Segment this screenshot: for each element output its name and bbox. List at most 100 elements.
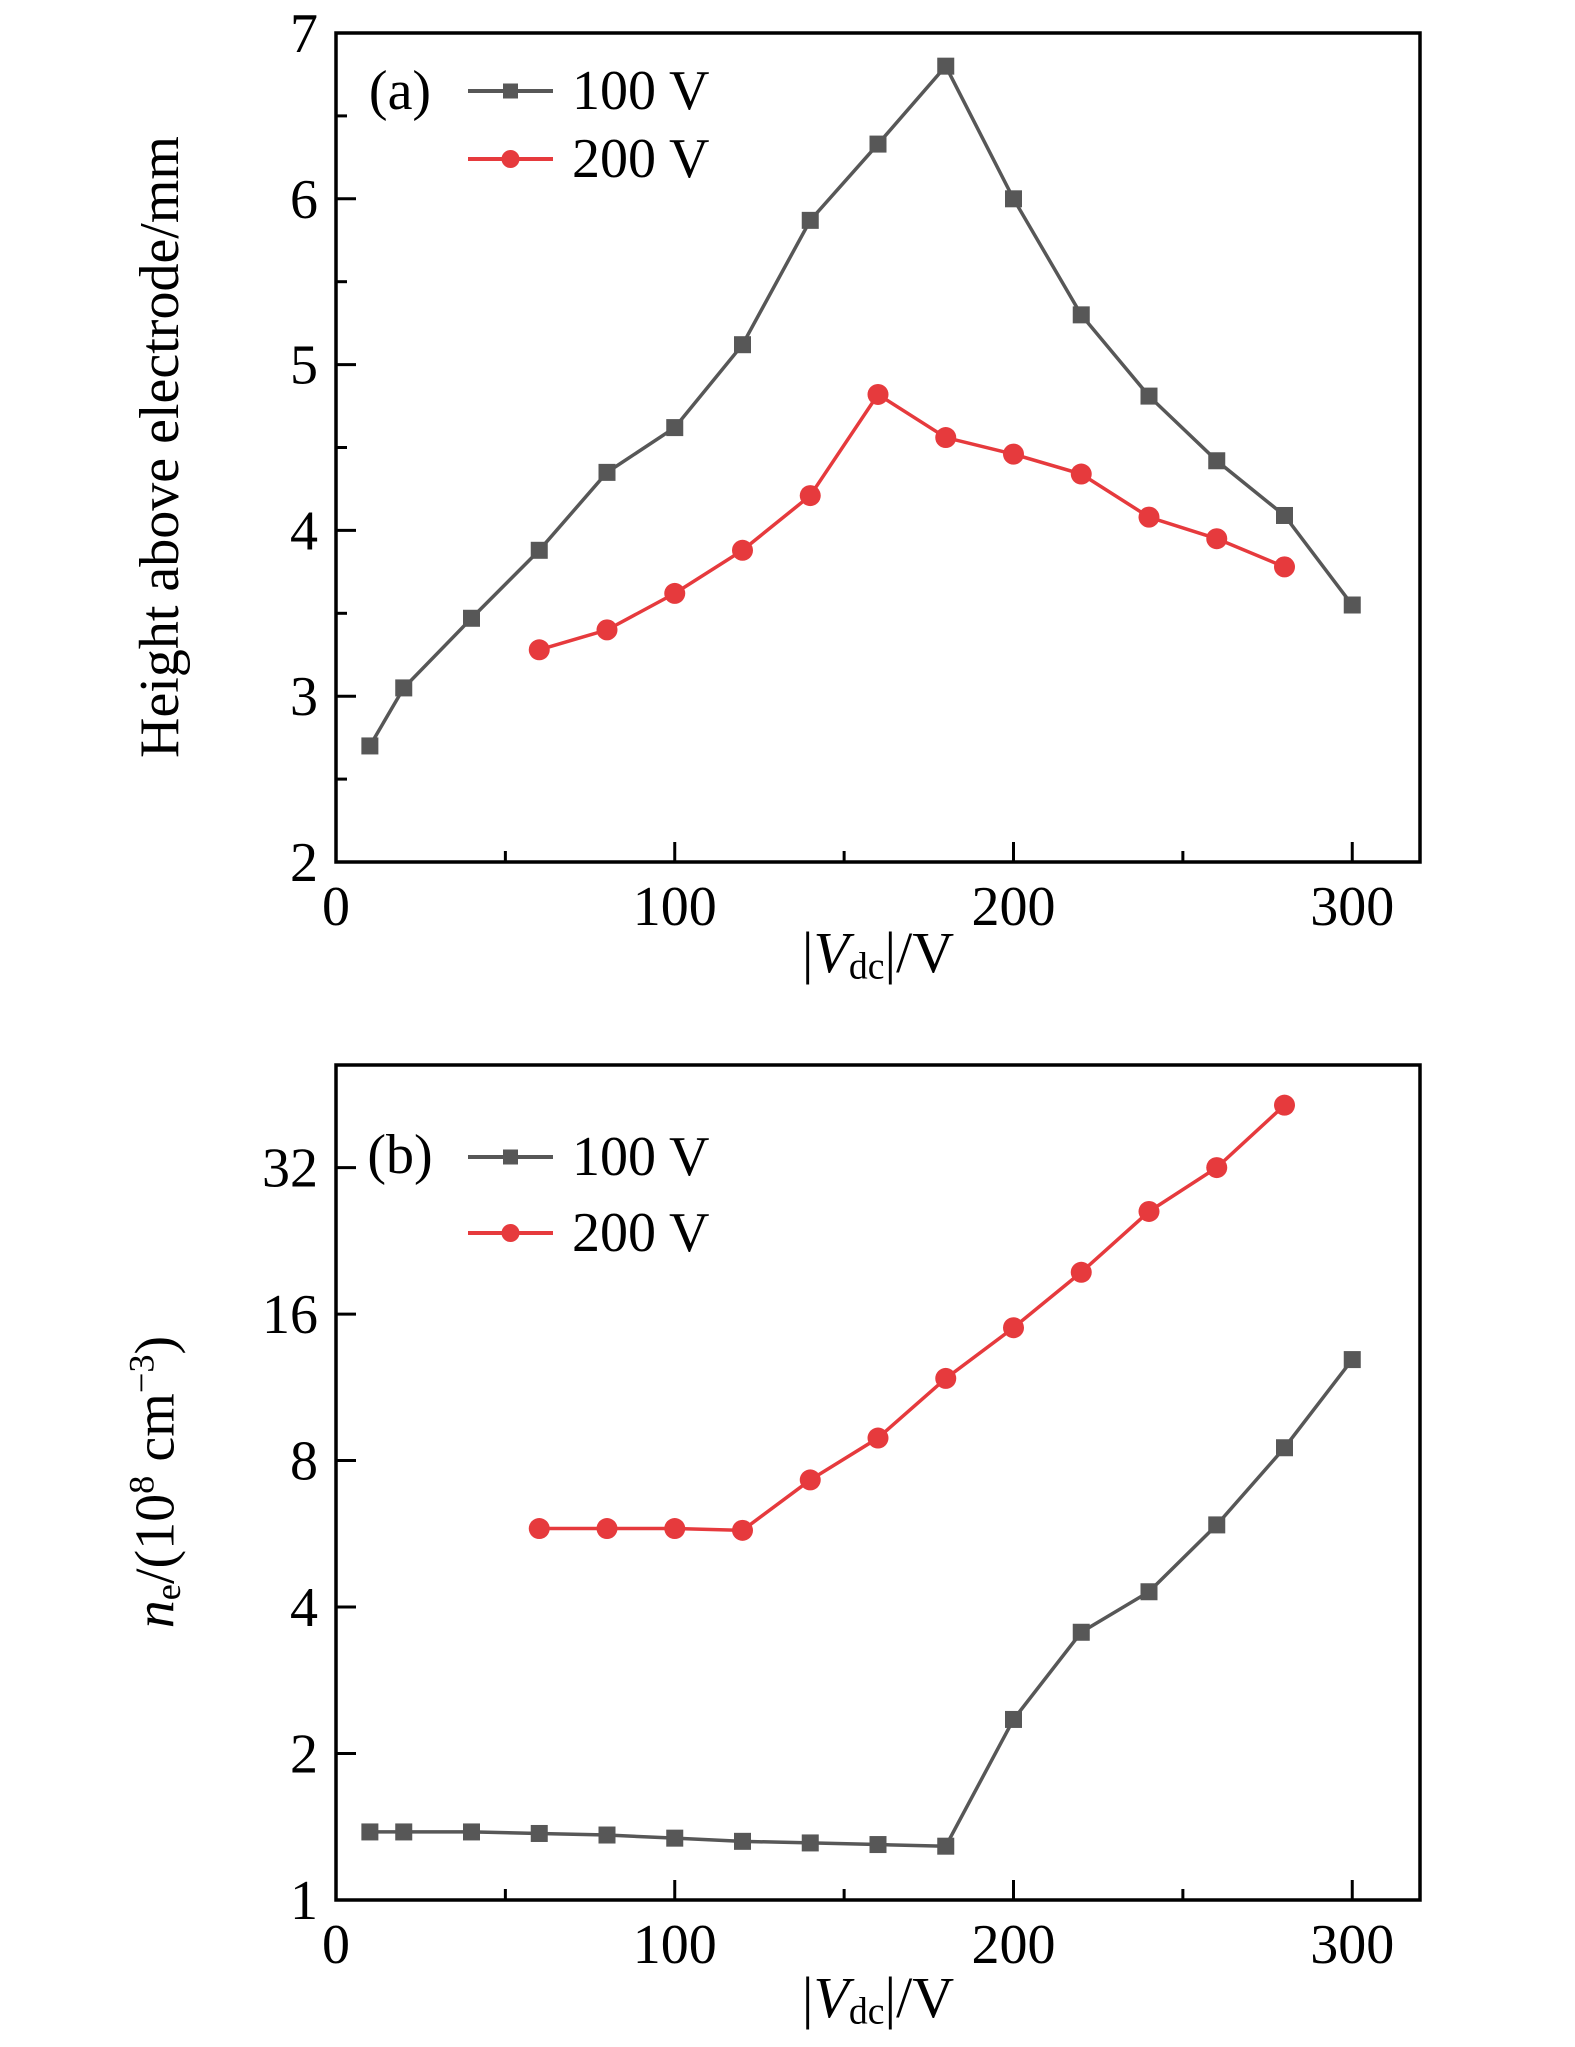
series-line-100V [368, 63, 1354, 747]
circle-marker [664, 582, 686, 604]
square-marker [869, 135, 887, 153]
circle-marker [732, 539, 753, 561]
circle-marker [867, 383, 889, 405]
square-marker [361, 1823, 379, 1841]
square-marker [463, 609, 480, 627]
y-tick-label: 4 [290, 1577, 318, 1639]
circle-marker [799, 485, 821, 507]
square-marker [1140, 1583, 1158, 1601]
square-marker [666, 1829, 684, 1847]
x-tick-label: 0 [322, 1914, 350, 1976]
circle-marker [1206, 1157, 1228, 1179]
x-tick-label: 0 [322, 876, 350, 938]
label-part: cm [124, 1393, 187, 1476]
circle-marker [935, 1367, 957, 1389]
square-marker [361, 737, 379, 755]
square-marker [395, 1823, 413, 1841]
square-marker [1005, 190, 1022, 208]
xlabel-b: |Vdc|/V [802, 1968, 954, 2033]
label-part: |/V [884, 1964, 955, 2030]
circle-marker [1003, 1317, 1024, 1339]
panel-b-label: (b) [367, 1124, 433, 1186]
square-marker [1072, 306, 1090, 324]
square-marker [937, 57, 955, 75]
circle-marker [1274, 556, 1295, 578]
xlabel-a: |Vdc|/V [802, 923, 954, 988]
square-marker [801, 1834, 819, 1852]
label-part: |/V [884, 919, 955, 985]
label-part: e [148, 1584, 189, 1601]
legend-label-b-200v: 200 V [572, 1202, 710, 1264]
square-marker [463, 1823, 480, 1841]
circle-marker [1070, 1261, 1092, 1283]
square-marker [1276, 1439, 1293, 1457]
circle-marker [867, 1427, 889, 1449]
circle-marker [528, 639, 550, 661]
y-tick-label: 6 [290, 169, 318, 231]
x-tick-label: 300 [1310, 876, 1394, 938]
circle-marker [732, 1519, 753, 1541]
y-tick-label: 2 [290, 832, 318, 894]
ylabel-b: ne/(108 cm−3) [121, 1335, 189, 1629]
label-part: Height above electrode/mm [129, 136, 191, 758]
circle-marker [664, 1518, 686, 1540]
legend-square-marker [503, 83, 518, 99]
label-part: n [124, 1600, 187, 1629]
y-tick-label: 5 [290, 335, 318, 397]
series-line-200V [538, 392, 1286, 652]
label-part: −3 [121, 1354, 162, 1394]
panel-a-label: (a) [368, 60, 432, 122]
square-marker [734, 336, 751, 354]
y-tick-label: 4 [290, 500, 318, 562]
label-part: ) [124, 1335, 187, 1355]
series-line-200V [539, 1103, 1286, 1533]
y-tick-label: 32 [262, 1138, 318, 1200]
label-part: V [813, 1964, 849, 2030]
square-marker [666, 419, 684, 437]
legend-square-marker [503, 1149, 518, 1165]
square-marker [598, 1826, 616, 1844]
label-part: dc [848, 1990, 885, 2033]
circle-marker [596, 1518, 618, 1540]
x-tick-label: 200 [972, 1914, 1056, 1976]
legend-circle-marker [501, 150, 520, 168]
y-tick-label: 7 [290, 3, 318, 65]
ylabel-a: Height above electrode/mm [129, 136, 191, 758]
square-marker [598, 463, 616, 481]
square-marker [395, 679, 413, 697]
legend-label-a-100v: 100 V [572, 60, 710, 122]
circle-marker [596, 619, 618, 641]
y-tick-label: 3 [290, 666, 318, 728]
square-marker [869, 1836, 887, 1854]
y-tick-label: 8 [290, 1431, 318, 1493]
y-tick-label: 1 [290, 1870, 318, 1932]
square-marker [1276, 506, 1293, 524]
square-marker [801, 211, 819, 229]
circle-marker [799, 1469, 821, 1491]
legend-label-a-200v: 200 V [572, 128, 710, 190]
label-part: V [813, 919, 849, 985]
axes-frame [334, 1063, 1422, 1902]
square-marker [1343, 596, 1361, 614]
square-marker [1005, 1710, 1022, 1728]
square-marker [734, 1832, 751, 1850]
x-tick-label: 200 [972, 876, 1056, 938]
label-part: dc [848, 945, 885, 988]
square-marker [1208, 1516, 1226, 1534]
circle-marker [1003, 443, 1024, 465]
square-marker [1208, 452, 1226, 470]
circle-marker [935, 427, 957, 449]
square-marker [530, 1824, 548, 1842]
square-marker [1343, 1351, 1361, 1369]
circle-marker [1274, 1094, 1295, 1116]
legend-label-b-100v: 100 V [572, 1126, 710, 1188]
label-part: 8 [121, 1475, 162, 1494]
y-tick-label: 16 [262, 1284, 318, 1346]
y-tick-label: 2 [290, 1724, 318, 1786]
circle-marker [1138, 506, 1160, 528]
circle-marker [1138, 1200, 1160, 1222]
legend-circle-marker [501, 1224, 520, 1242]
square-marker [937, 1837, 955, 1855]
